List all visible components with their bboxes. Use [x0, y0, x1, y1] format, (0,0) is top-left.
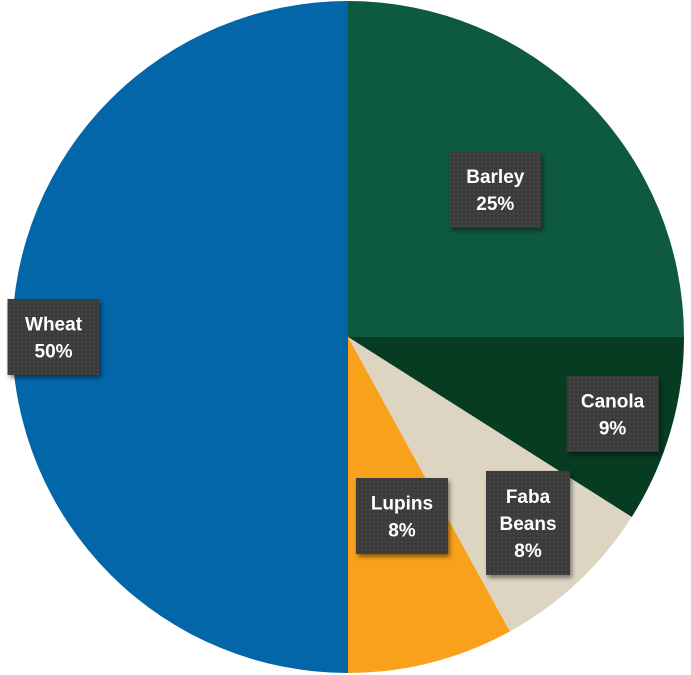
data-label-barley: Barley 25% [449, 151, 542, 228]
data-label-canola: Canola 9% [566, 375, 659, 452]
data-label-percent: 8% [388, 520, 416, 541]
data-label-category: Beans [499, 514, 556, 535]
slices-layer [12, 1, 684, 673]
labels-layer: Barley 25% Canola 9% Faba Beans 8% Lupins 8% Whea… [7, 151, 659, 575]
data-label-percent: 50% [35, 342, 73, 363]
data-label-percent: 25% [476, 194, 514, 215]
data-label-box [486, 470, 571, 575]
data-label-percent: 9% [599, 418, 627, 439]
data-label-category: Barley [466, 167, 525, 188]
data-label-lupins: Lupins 8% [355, 477, 448, 554]
data-label-wheat: Wheat 50% [7, 299, 100, 375]
pie-slice-wheat [12, 1, 348, 673]
data-label-box [355, 477, 448, 554]
data-label-percent: 8% [514, 541, 542, 562]
data-label-box [7, 299, 100, 375]
data-label-faba-beans: Faba Beans 8% [486, 470, 571, 575]
data-label-category: Faba [506, 487, 551, 508]
data-label-category: Wheat [25, 315, 83, 336]
data-label-category: Canola [581, 391, 645, 412]
data-label-box [449, 151, 542, 228]
data-label-box [566, 375, 659, 452]
data-label-category: Lupins [371, 493, 433, 514]
